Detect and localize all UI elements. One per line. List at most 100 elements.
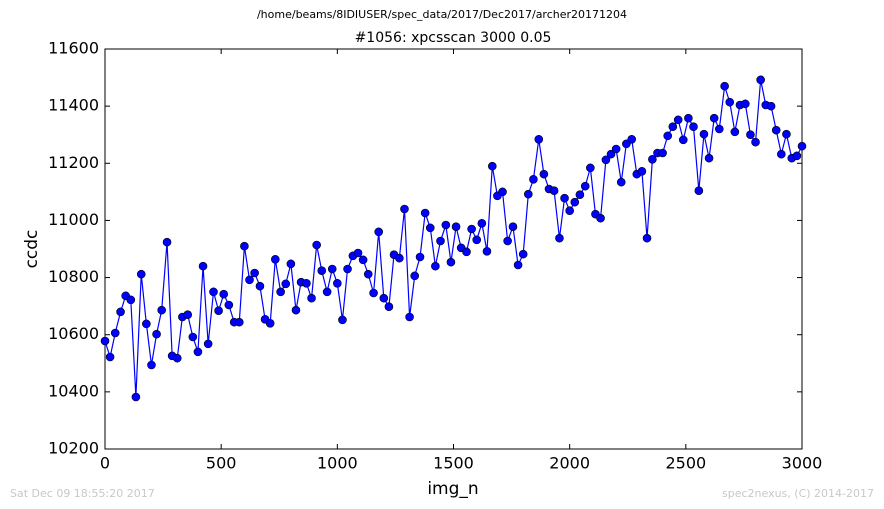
data-point: [198, 261, 208, 271]
x-axis-label: img_n: [427, 479, 478, 499]
data-point: [147, 360, 156, 370]
y-tick-label: 11600: [48, 39, 99, 58]
data-point: [498, 187, 507, 197]
data-point: [286, 259, 296, 269]
x-tick-label: 2500: [665, 454, 706, 473]
data-point: [224, 300, 234, 310]
data-point: [642, 233, 652, 243]
data-point: [431, 261, 440, 271]
data-point: [782, 129, 791, 139]
data-point: [152, 329, 161, 339]
data-point: [312, 240, 321, 250]
data-point: [157, 305, 166, 315]
x-tick-label: 0: [100, 454, 110, 473]
data-point: [116, 307, 125, 317]
data-point: [172, 353, 182, 363]
data-point: [704, 153, 714, 163]
data-point: [503, 236, 512, 246]
data-point: [746, 130, 755, 140]
data-point: [508, 222, 518, 232]
data-point: [673, 115, 683, 125]
data-point: [183, 310, 193, 320]
y-tick-label: 11200: [48, 153, 99, 172]
data-point: [487, 161, 497, 171]
data-point: [209, 287, 218, 297]
data-point: [699, 129, 709, 139]
y-tick-label: 10800: [48, 267, 99, 286]
data-point: [725, 97, 735, 107]
data-point: [586, 163, 595, 173]
data-point: [374, 227, 383, 237]
x-tick-label: 2000: [549, 454, 590, 473]
data-point: [694, 186, 704, 196]
data-point: [570, 197, 580, 207]
x-tick-label: 1000: [317, 454, 358, 473]
chart-title: #1056: xpcsscan 3000 0.05: [355, 30, 552, 46]
data-point: [162, 237, 172, 247]
data-point: [513, 260, 523, 270]
data-point: [245, 275, 254, 285]
data-point: [322, 287, 332, 297]
data-point: [265, 318, 275, 328]
data-point: [436, 236, 445, 246]
data-point: [668, 122, 678, 132]
data-point: [549, 186, 559, 196]
data-point: [730, 127, 740, 137]
data-point: [720, 81, 729, 91]
data-point: [105, 352, 115, 362]
plot-frame: [104, 48, 803, 450]
data-point: [575, 190, 585, 200]
data-point: [302, 278, 311, 288]
data-point: [425, 223, 435, 233]
x-tick-label: 1500: [433, 454, 474, 473]
y-tick-label: 10600: [48, 324, 99, 343]
data-point: [203, 339, 213, 349]
data-point: [384, 302, 394, 312]
data-point: [188, 332, 198, 342]
data-point: [658, 148, 667, 158]
data-point: [271, 254, 280, 264]
data-point: [353, 248, 363, 258]
data-point: [281, 279, 291, 289]
data-point: [606, 149, 616, 159]
data-point: [524, 189, 533, 199]
footer-left: Sat Dec 09 18:55:20 2017: [10, 487, 155, 500]
data-line: [104, 79, 803, 398]
y-axis-label: ccdc: [22, 230, 42, 269]
data-point: [709, 113, 719, 123]
data-point: [317, 266, 327, 276]
data-point: [276, 287, 285, 297]
data-point: [333, 278, 342, 288]
footer-right: spec2nexus, (C) 2014-2017: [722, 487, 874, 500]
data-point: [678, 135, 688, 145]
data-point: [255, 281, 265, 291]
data-point: [358, 255, 368, 265]
data-point: [627, 134, 636, 144]
data-point: [580, 181, 590, 191]
data-point: [771, 125, 781, 135]
x-tick-label: 3000: [782, 454, 823, 473]
data-point: [777, 149, 786, 159]
data-point: [395, 253, 404, 263]
y-tick-label: 11400: [48, 96, 99, 115]
data-point: [766, 101, 776, 111]
data-point: [756, 75, 765, 85]
data-point: [219, 289, 229, 299]
data-point: [338, 315, 347, 325]
y-tick-label: 11000: [48, 210, 99, 229]
data-point: [379, 293, 389, 303]
data-point: [689, 122, 698, 132]
data-point: [741, 99, 750, 109]
data-point: [441, 220, 451, 230]
data-point: [369, 288, 378, 298]
data-point: [307, 293, 316, 303]
data-point: [100, 336, 110, 346]
data-point: [616, 177, 626, 187]
x-tick-label: 500: [206, 454, 237, 473]
data-point: [539, 169, 549, 179]
data-point: [405, 312, 414, 322]
data-point: [648, 154, 657, 164]
data-point: [477, 218, 487, 228]
data-point: [327, 264, 337, 274]
